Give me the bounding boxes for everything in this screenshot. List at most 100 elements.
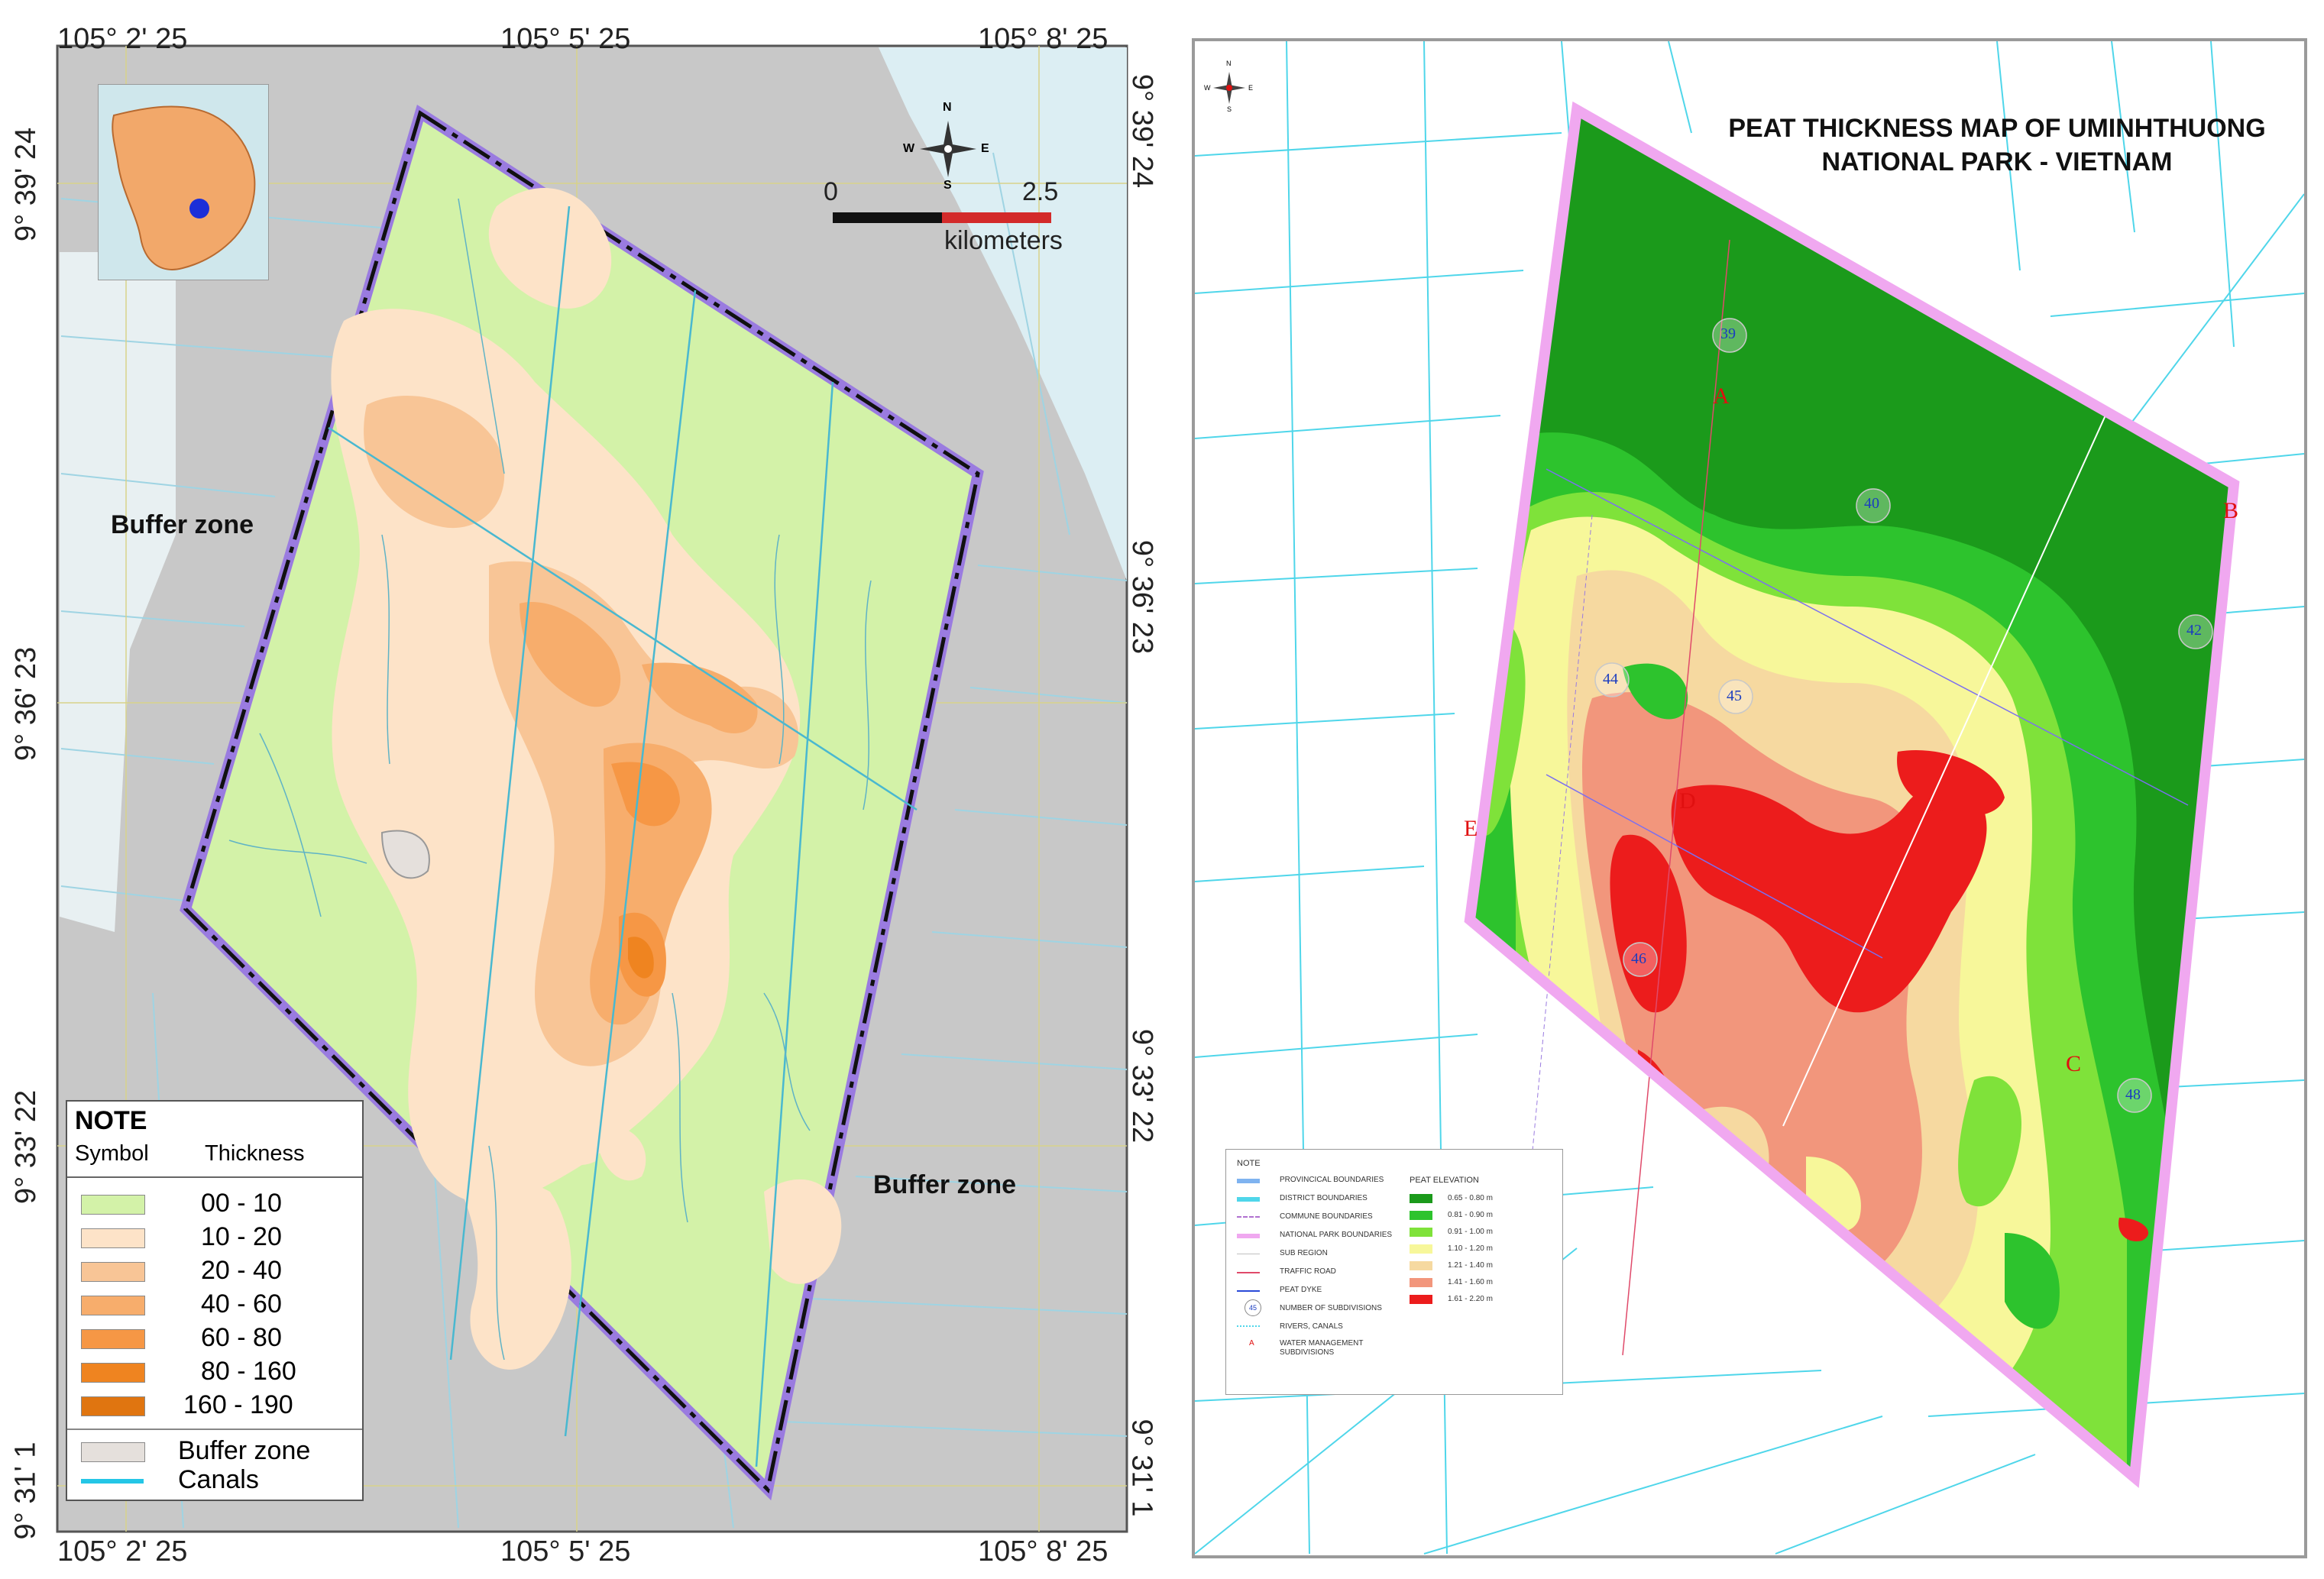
- legend-label: 20 - 40: [201, 1256, 282, 1285]
- locator-map: [112, 105, 256, 270]
- coord-bottom-3: 105° 8' 25: [978, 1535, 1109, 1568]
- elevation-label: 0.91 - 1.00 m: [1448, 1228, 1493, 1236]
- left-map-panel: 105° 2' 25 105° 5' 25 105° 8' 25 105° 2'…: [0, 0, 1159, 1579]
- scale-start-label: 0: [824, 177, 838, 206]
- park-canals: [328, 205, 918, 1467]
- park-rivers: [228, 198, 872, 1361]
- thickness-zones: [331, 188, 842, 1370]
- elevation-swatch: [1410, 1261, 1432, 1270]
- legend-district: DISTRICT BOUNDARIES: [1280, 1194, 1368, 1202]
- elevation-label: 0.81 - 0.90 m: [1448, 1211, 1493, 1219]
- water-subdivision-d: D: [1679, 788, 1696, 814]
- commune-boundary: [1523, 514, 1593, 1249]
- map-title-line1: PEAT THICKNESS MAP OF UMINHTHUONG: [1728, 114, 2266, 143]
- legend-item: 40 - 60: [67, 1289, 362, 1320]
- elevation-label: 1.61 - 2.20 m: [1448, 1295, 1493, 1303]
- legend-item: 00 - 10: [67, 1189, 362, 1219]
- park-boundary: [183, 110, 980, 1494]
- legend-swatch: [81, 1363, 145, 1383]
- legend-label: 40 - 60: [201, 1289, 282, 1319]
- compass-e-label: E: [981, 142, 989, 155]
- elevation-swatch: [1410, 1211, 1432, 1220]
- compass-s-label: S: [1227, 105, 1232, 113]
- legend-item-buffer: Buffer zone: [67, 1436, 362, 1467]
- subdivision-45: 45: [1727, 688, 1742, 704]
- elevation-label: 0.65 - 0.80 m: [1448, 1194, 1493, 1202]
- water-subdivision-b: B: [2223, 498, 2239, 523]
- elevation-swatch: [1410, 1295, 1432, 1304]
- elevation-swatch: [1410, 1278, 1432, 1287]
- map-title: PEAT THICKNESS MAP OF UMINHTHUONG NATION…: [1669, 112, 2324, 179]
- buffer-canal-grid: [60, 152, 1128, 1529]
- legend-item: 10 - 20: [67, 1222, 362, 1253]
- subdivision-40: 40: [1864, 495, 1879, 512]
- locator-inset: [98, 84, 269, 280]
- legend-swatch: [81, 1296, 145, 1315]
- coord-left-3: 9° 33' 22: [10, 1089, 43, 1205]
- coord-top-2: 105° 5' 25: [500, 23, 631, 55]
- legend-park-symbol: [1237, 1234, 1260, 1238]
- legend-swatch: [81, 1262, 145, 1282]
- map-title-line2: NATIONAL PARK - VIETNAM: [1821, 147, 2173, 176]
- legend-provincial-symbol: [1237, 1179, 1260, 1183]
- legend-col-thickness: Thickness: [205, 1141, 305, 1166]
- compass-s-label: S: [944, 179, 952, 192]
- legend-water-management: WATER MANAGEMENT SUBDIVISIONS: [1280, 1339, 1364, 1357]
- legend-road: TRAFFIC ROAD: [1280, 1267, 1336, 1276]
- legend-subdivisions: NUMBER OF SUBDIVISIONS: [1280, 1304, 1382, 1312]
- legend-rivers-symbol: [1237, 1325, 1260, 1328]
- elevation-label: 1.10 - 1.20 m: [1448, 1244, 1493, 1253]
- coord-bottom-2: 105° 5' 25: [500, 1535, 631, 1568]
- legend-label: 80 - 160: [201, 1357, 296, 1386]
- coord-right-4: 9° 31' 1: [1125, 1419, 1158, 1517]
- location-marker: [189, 199, 209, 218]
- peat-dyke: [1782, 384, 2120, 1127]
- legend-label: 60 - 80: [201, 1323, 282, 1352]
- scale-end-label: 2.5: [1022, 177, 1059, 206]
- subdivision-48: 48: [2125, 1086, 2141, 1103]
- compass-rose-icon: N S E W: [903, 101, 989, 192]
- coord-top-3: 105° 8' 25: [978, 23, 1109, 55]
- legend-swatch: [81, 1442, 145, 1462]
- coord-left-1: 9° 39' 24: [10, 127, 43, 242]
- legend-label: 160 - 190: [183, 1390, 293, 1419]
- elevation-swatch: [1410, 1194, 1432, 1203]
- water-subdivision-a: A: [1713, 383, 1730, 409]
- coord-right-1: 9° 39' 24: [1126, 73, 1159, 189]
- legend-swatch: [81, 1396, 145, 1416]
- compass-n-label: N: [943, 101, 952, 114]
- buffer-zone-label-right: Buffer zone: [873, 1170, 1016, 1199]
- left-map-svg: [56, 44, 1128, 1533]
- compass-e-label: E: [1248, 84, 1254, 92]
- legend-title: NOTE: [1237, 1159, 1261, 1168]
- legend-road-symbol: [1237, 1272, 1260, 1273]
- legend-water-symbol: A: [1249, 1339, 1254, 1348]
- legend-label: Buffer zone: [178, 1436, 311, 1465]
- legend-canal-line: [81, 1479, 144, 1484]
- legend-swatch: [81, 1329, 145, 1349]
- legend-district-symbol: [1237, 1197, 1260, 1202]
- legend-dyke-symbol: [1237, 1290, 1260, 1292]
- legend-label: 10 - 20: [201, 1222, 282, 1251]
- subdivision-46: 46: [1631, 950, 1646, 967]
- elevation-label: 1.41 - 1.60 m: [1448, 1278, 1493, 1286]
- peat-elevation-legend: NOTE PEAT ELEVATION PROVINCICAL BOUNDARI…: [1225, 1149, 1563, 1395]
- compass-w-label: W: [1204, 84, 1211, 92]
- coord-top-1: 105° 2' 25: [57, 23, 188, 55]
- compass-n-label: N: [1226, 60, 1232, 67]
- right-map-panel: N S E W PEAT THICKNESS MAP OF UMINHTHUON…: [1192, 38, 2307, 1558]
- sub-region-lines: [1546, 468, 2189, 959]
- legend-item: 20 - 40: [67, 1256, 362, 1286]
- legend-title: NOTE: [75, 1106, 147, 1135]
- national-park-boundary: [1464, 101, 2240, 1488]
- legend-subregion: SUB REGION: [1280, 1249, 1328, 1257]
- coord-right-2: 9° 36' 23: [1126, 539, 1159, 655]
- subdivision-42: 42: [2186, 622, 2202, 639]
- subdivision-39: 39: [1720, 325, 1736, 342]
- elevation-label: 1.21 - 1.40 m: [1448, 1261, 1493, 1270]
- legend-dyke: PEAT DYKE: [1280, 1286, 1322, 1294]
- water-subdivision-e: E: [1464, 816, 1478, 841]
- legend-rivers: RIVERS, CANALS: [1280, 1322, 1343, 1331]
- scale-unit-label: kilometers: [944, 226, 1063, 255]
- legend-elevation-title: PEAT ELEVATION: [1410, 1176, 1479, 1185]
